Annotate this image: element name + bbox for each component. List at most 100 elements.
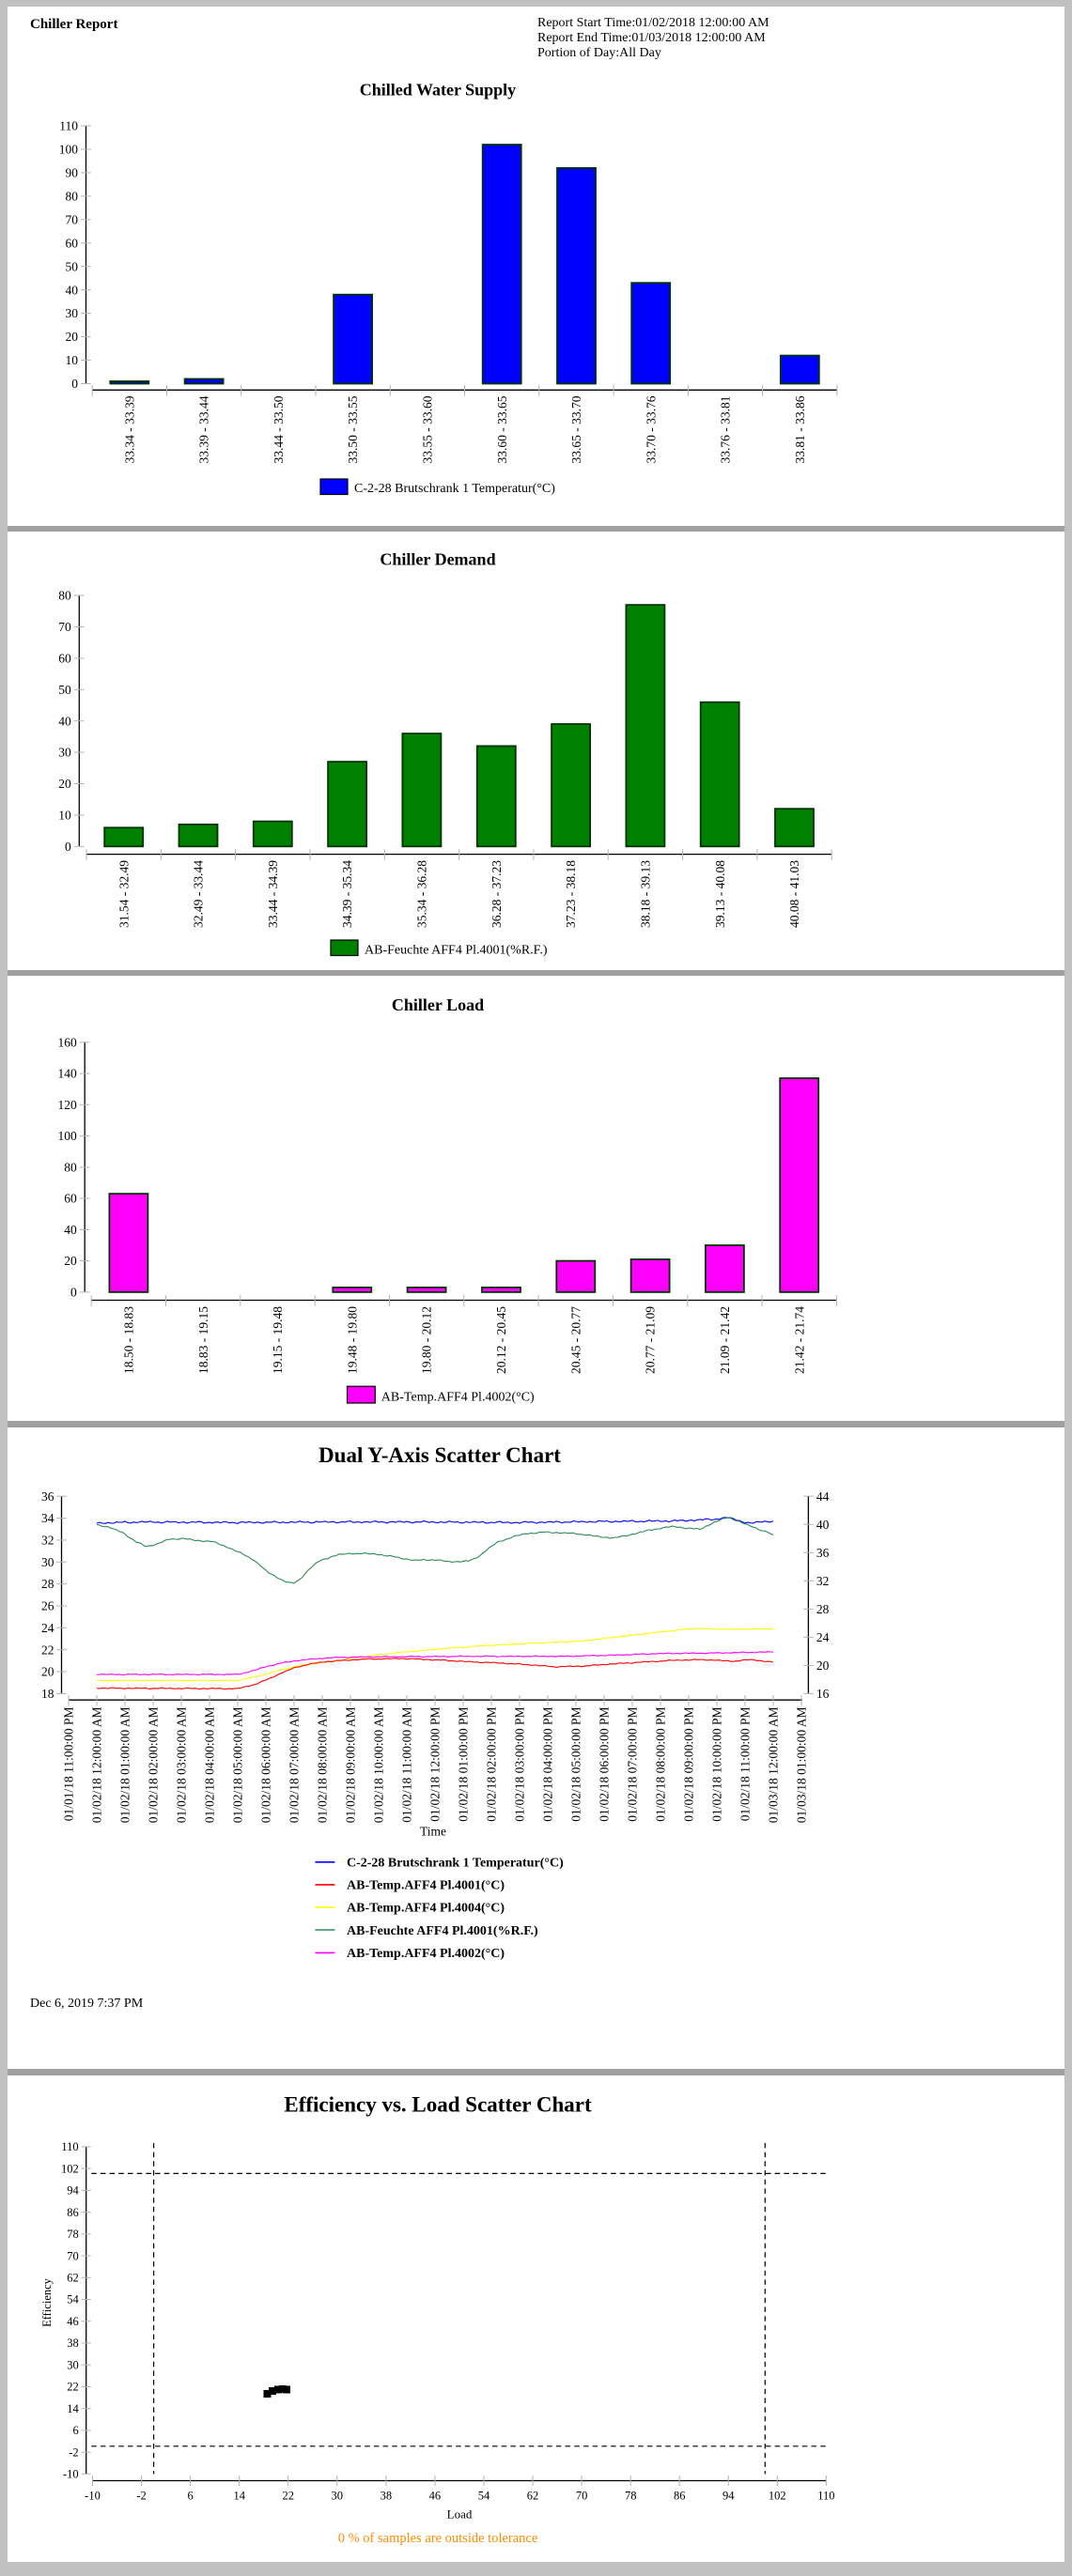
svg-text:60: 60 xyxy=(64,1192,77,1206)
svg-text:40: 40 xyxy=(64,1223,77,1237)
svg-text:01/02/18 07:00:00 PM: 01/02/18 07:00:00 PM xyxy=(626,1707,640,1822)
svg-text:01/02/18 11:00:00 PM: 01/02/18 11:00:00 PM xyxy=(738,1707,753,1822)
svg-text:0: 0 xyxy=(70,1286,77,1300)
svg-text:0: 0 xyxy=(71,377,78,391)
svg-text:33.44 - 34.39: 33.44 - 34.39 xyxy=(266,860,280,928)
svg-text:20: 20 xyxy=(66,330,79,344)
svg-text:20.12 - 20.45: 20.12 - 20.45 xyxy=(494,1306,508,1374)
svg-text:01/02/18 08:00:00 AM: 01/02/18 08:00:00 AM xyxy=(316,1707,330,1824)
svg-text:90: 90 xyxy=(66,166,79,180)
svg-text:86: 86 xyxy=(674,2490,686,2503)
svg-text:94: 94 xyxy=(67,2184,79,2198)
svg-text:20: 20 xyxy=(58,777,71,791)
svg-text:30: 30 xyxy=(66,306,79,320)
svg-text:28: 28 xyxy=(41,1577,54,1591)
svg-text:110: 110 xyxy=(59,119,78,133)
svg-text:19.48 - 19.80: 19.48 - 19.80 xyxy=(345,1306,359,1374)
svg-text:20: 20 xyxy=(816,1658,830,1673)
svg-text:32: 32 xyxy=(816,1574,830,1588)
svg-text:30: 30 xyxy=(58,746,71,760)
svg-text:34: 34 xyxy=(41,1511,54,1525)
svg-text:AB-Temp.AFF4 Pl.4001(°C): AB-Temp.AFF4 Pl.4001(°C) xyxy=(347,1879,505,1893)
svg-text:40: 40 xyxy=(816,1518,830,1532)
svg-text:160: 160 xyxy=(57,1035,77,1049)
svg-text:40.08 - 41.03: 40.08 - 41.03 xyxy=(787,860,801,928)
svg-text:36: 36 xyxy=(816,1546,830,1560)
svg-text:70: 70 xyxy=(58,620,71,634)
svg-text:01/02/18 09:00:00 PM: 01/02/18 09:00:00 PM xyxy=(682,1707,696,1822)
svg-text:Chiller Demand: Chiller Demand xyxy=(380,550,495,569)
svg-text:54: 54 xyxy=(67,2293,79,2306)
svg-text:01/02/18 02:00:00 PM: 01/02/18 02:00:00 PM xyxy=(485,1707,499,1822)
svg-text:102: 102 xyxy=(769,2490,786,2503)
svg-text:120: 120 xyxy=(57,1098,77,1112)
svg-text:30: 30 xyxy=(41,1555,54,1569)
svg-text:Dec 6, 2019 7:37 PM: Dec 6, 2019 7:37 PM xyxy=(30,1997,144,2011)
svg-text:Chiller Load: Chiller Load xyxy=(392,995,484,1014)
svg-text:10: 10 xyxy=(66,353,79,367)
svg-text:01/02/18 06:00:00 PM: 01/02/18 06:00:00 PM xyxy=(598,1707,612,1822)
svg-text:24: 24 xyxy=(816,1630,830,1644)
svg-text:62: 62 xyxy=(527,2490,539,2503)
svg-text:18: 18 xyxy=(41,1687,54,1701)
svg-text:33.65 - 33.70: 33.65 - 33.70 xyxy=(569,395,583,463)
svg-text:34.39 - 35.34: 34.39 - 35.34 xyxy=(340,860,354,928)
svg-text:140: 140 xyxy=(57,1067,77,1081)
svg-text:110: 110 xyxy=(817,2490,834,2503)
svg-text:70: 70 xyxy=(66,212,79,226)
svg-text:35.34 - 36.28: 35.34 - 36.28 xyxy=(415,860,429,928)
svg-text:38: 38 xyxy=(67,2337,79,2350)
svg-text:33.44 - 33.50: 33.44 - 33.50 xyxy=(272,395,286,463)
svg-text:AB-Feuchte AFF4 Pl.4001(%R.F.): AB-Feuchte AFF4 Pl.4001(%R.F.) xyxy=(347,1924,538,1938)
svg-text:22: 22 xyxy=(41,1643,54,1657)
svg-text:01/02/18 09:00:00 AM: 01/02/18 09:00:00 AM xyxy=(344,1707,358,1824)
svg-text:20: 20 xyxy=(41,1665,54,1679)
svg-text:70: 70 xyxy=(576,2490,588,2503)
svg-text:Efficiency vs. Load Scatter Ch: Efficiency vs. Load Scatter Chart xyxy=(284,2093,592,2117)
svg-text:33.70 - 33.76: 33.70 - 33.76 xyxy=(644,395,658,463)
svg-text:70: 70 xyxy=(67,2249,79,2262)
svg-text:33.81 - 33.86: 33.81 - 33.86 xyxy=(793,395,807,463)
svg-text:62: 62 xyxy=(67,2272,79,2285)
svg-text:C-2-28 Brutschrank 1 Temperatu: C-2-28 Brutschrank 1 Temperatur(°C) xyxy=(347,1857,564,1871)
svg-text:0 % of samples are outside tol: 0 % of samples are outside tolerance xyxy=(338,2531,538,2546)
svg-text:01/02/18 06:00:00 AM: 01/02/18 06:00:00 AM xyxy=(259,1707,273,1824)
svg-text:40: 40 xyxy=(58,714,71,728)
svg-text:01/02/18 04:00:00 PM: 01/02/18 04:00:00 PM xyxy=(541,1707,555,1822)
svg-text:40: 40 xyxy=(66,283,79,297)
svg-text:44: 44 xyxy=(816,1489,830,1504)
svg-text:0: 0 xyxy=(65,840,71,854)
svg-text:01/02/18 10:00:00 AM: 01/02/18 10:00:00 AM xyxy=(372,1707,386,1824)
svg-text:01/02/18 04:00:00 AM: 01/02/18 04:00:00 AM xyxy=(203,1707,217,1824)
svg-text:36: 36 xyxy=(41,1489,54,1504)
svg-text:14: 14 xyxy=(67,2402,79,2415)
svg-text:80: 80 xyxy=(64,1161,77,1175)
svg-text:19.15 - 19.48: 19.15 - 19.48 xyxy=(271,1306,285,1374)
svg-text:78: 78 xyxy=(67,2228,79,2241)
svg-text:60: 60 xyxy=(58,652,71,666)
svg-text:01/02/18 05:00:00 AM: 01/02/18 05:00:00 AM xyxy=(231,1707,245,1824)
svg-text:01/03/18 12:00:00 AM: 01/03/18 12:00:00 AM xyxy=(767,1707,781,1824)
svg-text:21.09 - 21.42: 21.09 - 21.42 xyxy=(718,1306,732,1374)
svg-text:-10: -10 xyxy=(85,2490,101,2503)
svg-text:01/02/18 08:00:00 PM: 01/02/18 08:00:00 PM xyxy=(654,1707,668,1822)
svg-text:33.55 - 33.60: 33.55 - 33.60 xyxy=(421,395,435,463)
svg-text:37.23 - 38.18: 37.23 - 38.18 xyxy=(564,860,578,928)
svg-text:30: 30 xyxy=(332,2490,344,2503)
svg-text:01/02/18 02:00:00 AM: 01/02/18 02:00:00 AM xyxy=(147,1707,161,1824)
svg-text:01/02/18 05:00:00 PM: 01/02/18 05:00:00 PM xyxy=(569,1707,583,1822)
svg-text:01/02/18 03:00:00 PM: 01/02/18 03:00:00 PM xyxy=(513,1707,527,1822)
svg-text:6: 6 xyxy=(187,2490,193,2503)
svg-text:01/02/18 07:00:00 AM: 01/02/18 07:00:00 AM xyxy=(287,1707,302,1824)
svg-text:100: 100 xyxy=(59,143,79,157)
svg-text:20: 20 xyxy=(64,1254,77,1268)
svg-text:18.83 - 19.15: 18.83 - 19.15 xyxy=(196,1306,210,1374)
svg-text:01/02/18 12:00:00 PM: 01/02/18 12:00:00 PM xyxy=(428,1707,443,1822)
svg-text:AB-Feuchte AFF4 Pl.4001(%R.F.): AB-Feuchte AFF4 Pl.4001(%R.F.) xyxy=(365,944,548,958)
svg-text:46: 46 xyxy=(429,2490,442,2503)
svg-text:110: 110 xyxy=(61,2140,78,2153)
svg-text:54: 54 xyxy=(478,2490,490,2503)
svg-text:01/03/18 01:00:00 AM: 01/03/18 01:00:00 AM xyxy=(795,1707,809,1824)
svg-text:01/02/18 12:00:00 AM: 01/02/18 12:00:00 AM xyxy=(90,1707,104,1824)
svg-text:20.77 - 21.09: 20.77 - 21.09 xyxy=(644,1306,658,1374)
